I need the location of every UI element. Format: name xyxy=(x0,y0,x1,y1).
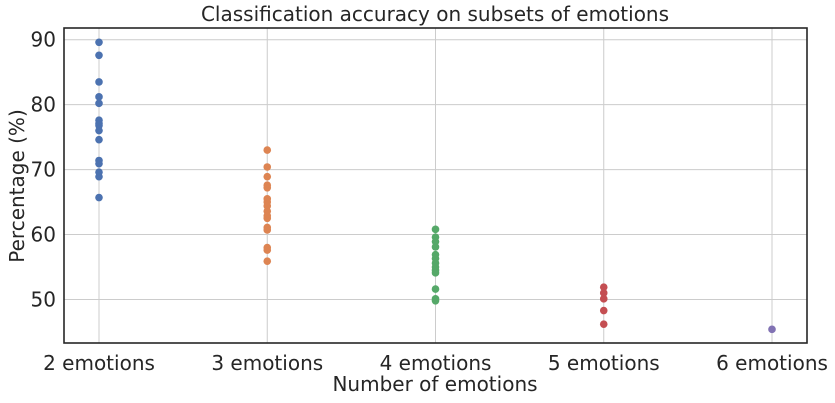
data-point xyxy=(95,78,103,86)
data-points xyxy=(95,38,776,334)
x-tick-label: 5 emotions xyxy=(548,351,660,375)
data-point xyxy=(431,269,440,277)
y-tick-label: 70 xyxy=(31,158,56,182)
chart-title: Classification accuracy on subsets of em… xyxy=(201,2,669,26)
x-tick-label: 6 emotions xyxy=(716,351,828,375)
data-point xyxy=(263,172,272,181)
data-point xyxy=(768,325,776,334)
data-point xyxy=(95,99,103,108)
data-point xyxy=(599,289,608,297)
data-point xyxy=(599,295,608,303)
data-point xyxy=(431,237,440,246)
data-point xyxy=(263,202,272,210)
data-point xyxy=(599,283,608,291)
y-tick-labels: 50 60 70 80 90 xyxy=(31,28,56,312)
plot-frame xyxy=(63,27,808,344)
data-point xyxy=(95,126,103,135)
data-point xyxy=(95,172,103,181)
data-point xyxy=(95,38,103,47)
y-tick-label: 90 xyxy=(31,28,56,52)
data-point xyxy=(95,159,103,168)
y-tick-label: 80 xyxy=(31,93,56,117)
data-point xyxy=(599,320,608,328)
data-point xyxy=(263,163,272,171)
y-axis-label: Percentage (%) xyxy=(5,109,29,262)
data-point xyxy=(95,93,103,101)
data-point xyxy=(263,226,272,234)
data-point xyxy=(431,243,440,251)
y-tick-label: 50 xyxy=(31,287,56,311)
data-point xyxy=(95,135,103,144)
data-point xyxy=(95,121,103,130)
y-tick-label: 60 xyxy=(31,223,56,247)
data-point xyxy=(263,183,272,192)
x-tick-labels: 2 emotions 3 emotions 4 emotions 5 emotions… xyxy=(43,351,828,375)
data-point xyxy=(263,246,272,254)
data-point xyxy=(431,296,440,305)
data-point xyxy=(431,285,440,293)
data-point xyxy=(263,257,272,265)
data-point xyxy=(431,225,440,234)
x-axis-label: Number of emotions xyxy=(332,372,537,396)
data-point xyxy=(263,146,272,154)
data-point xyxy=(599,306,608,315)
data-point xyxy=(263,214,272,223)
x-tick-label: 2 emotions xyxy=(43,351,155,375)
data-point xyxy=(95,193,103,202)
x-tick-label: 4 emotions xyxy=(380,351,492,375)
data-point xyxy=(95,51,103,60)
x-tick-label: 3 emotions xyxy=(211,351,323,375)
